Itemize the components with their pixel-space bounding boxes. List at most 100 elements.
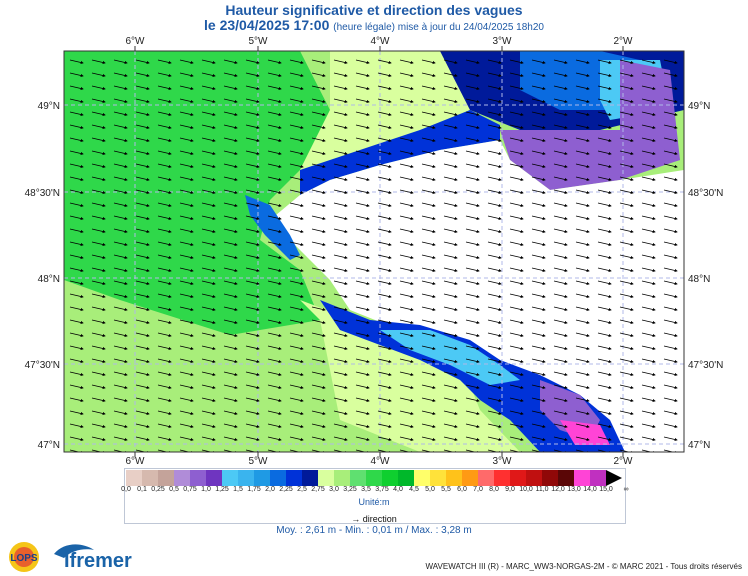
direction-arrow bbox=[113, 267, 128, 273]
direction-arrow bbox=[443, 111, 458, 117]
map-area bbox=[64, 51, 684, 452]
direction-arrow bbox=[289, 163, 304, 169]
direction-arrow bbox=[355, 306, 370, 312]
direction-arrow bbox=[289, 98, 304, 104]
direction-arrow bbox=[421, 371, 436, 377]
direction-arrow bbox=[531, 384, 546, 390]
direction-arrow bbox=[641, 59, 656, 65]
direction-arrow bbox=[641, 306, 656, 312]
direction-arrow bbox=[333, 228, 348, 234]
direction-arrow bbox=[553, 423, 568, 429]
direction-arrow bbox=[91, 228, 106, 234]
direction-arrow bbox=[267, 436, 282, 442]
direction-arrow bbox=[531, 137, 546, 143]
scale-tick-label: 1,25 bbox=[215, 486, 229, 493]
direction-arrow bbox=[267, 59, 282, 65]
direction-arrow bbox=[421, 397, 436, 403]
direction-arrow bbox=[487, 436, 502, 442]
direction-arrow bbox=[333, 202, 348, 208]
direction-arrow bbox=[465, 176, 480, 182]
direction-arrow bbox=[531, 150, 546, 156]
direction-arrow bbox=[69, 98, 84, 104]
direction-arrow bbox=[355, 189, 370, 195]
direction-arrow bbox=[355, 150, 370, 156]
direction-arrow bbox=[377, 436, 392, 442]
direction-arrow bbox=[531, 202, 546, 208]
color-scale-ticks: 0,0 0,1 0,25 0,5 0,75 1,0 1,25 1,5 1,75 2,0 2,25 2,… bbox=[121, 486, 628, 496]
direction-arrow bbox=[355, 332, 370, 338]
direction-legend: → direction bbox=[124, 514, 624, 524]
direction-arrow bbox=[201, 98, 216, 104]
direction-arrow bbox=[289, 319, 304, 325]
direction-arrow bbox=[553, 254, 568, 260]
direction-arrow bbox=[575, 423, 590, 429]
direction-arrow bbox=[575, 384, 590, 390]
scale-tick-label: 1,75 bbox=[247, 486, 261, 493]
direction-arrow bbox=[663, 189, 678, 195]
direction-arrow bbox=[355, 98, 370, 104]
lon-label-bottom-5w: 5°W bbox=[249, 456, 269, 467]
direction-arrow bbox=[641, 397, 656, 403]
direction-arrow bbox=[157, 241, 172, 247]
direction-arrow bbox=[465, 371, 480, 377]
direction-arrow bbox=[531, 371, 546, 377]
direction-arrow bbox=[311, 241, 326, 247]
direction-arrow bbox=[465, 423, 480, 429]
direction-arrow bbox=[421, 384, 436, 390]
direction-arrow bbox=[619, 59, 634, 65]
direction-arrow bbox=[509, 397, 524, 403]
direction-arrow bbox=[663, 397, 678, 403]
direction-arrow bbox=[91, 241, 106, 247]
scale-tick-label: 2,75 bbox=[311, 486, 325, 493]
direction-arrow bbox=[355, 293, 370, 299]
direction-arrow bbox=[597, 137, 612, 143]
direction-arrow bbox=[377, 85, 392, 91]
lat-label-right-48n: 48°N bbox=[688, 274, 710, 285]
direction-arrow bbox=[597, 202, 612, 208]
direction-arrow bbox=[69, 384, 84, 390]
direction-arrow bbox=[267, 215, 282, 221]
direction-arrow bbox=[399, 319, 414, 325]
direction-arrow bbox=[487, 319, 502, 325]
direction-arrow bbox=[465, 124, 480, 130]
direction-arrow bbox=[113, 345, 128, 351]
direction-arrow bbox=[619, 436, 634, 442]
direction-arrow bbox=[311, 410, 326, 416]
direction-arrow bbox=[531, 358, 546, 364]
direction-arrow bbox=[553, 124, 568, 130]
direction-arrow bbox=[443, 124, 458, 130]
direction-arrow bbox=[179, 436, 194, 442]
direction-arrow bbox=[91, 202, 106, 208]
direction-arrow bbox=[223, 384, 238, 390]
direction-arrow bbox=[289, 306, 304, 312]
direction-arrow bbox=[597, 72, 612, 78]
direction-arrow bbox=[421, 423, 436, 429]
direction-arrow bbox=[443, 150, 458, 156]
direction-arrow bbox=[157, 189, 172, 195]
direction-arrow bbox=[531, 436, 546, 442]
direction-arrow bbox=[245, 163, 260, 169]
direction-arrow bbox=[575, 371, 590, 377]
direction-arrow bbox=[69, 371, 84, 377]
direction-arrow bbox=[311, 384, 326, 390]
direction-arrow bbox=[619, 280, 634, 286]
direction-arrow bbox=[399, 85, 414, 91]
direction-arrow bbox=[333, 436, 348, 442]
direction-arrow bbox=[113, 85, 128, 91]
direction-arrow bbox=[333, 280, 348, 286]
direction-arrow bbox=[487, 306, 502, 312]
direction-arrow bbox=[465, 111, 480, 117]
direction-arrow bbox=[619, 111, 634, 117]
direction-arrow bbox=[641, 189, 656, 195]
direction-arrow bbox=[157, 111, 172, 117]
direction-arrow bbox=[531, 241, 546, 247]
direction-arrow bbox=[267, 267, 282, 273]
direction-arrow bbox=[487, 202, 502, 208]
direction-arrow bbox=[157, 332, 172, 338]
direction-arrow bbox=[619, 358, 634, 364]
direction-arrow bbox=[179, 384, 194, 390]
direction-arrow bbox=[597, 371, 612, 377]
color-swatch bbox=[302, 470, 319, 486]
direction-arrow bbox=[465, 410, 480, 416]
direction-arrow bbox=[597, 111, 612, 117]
